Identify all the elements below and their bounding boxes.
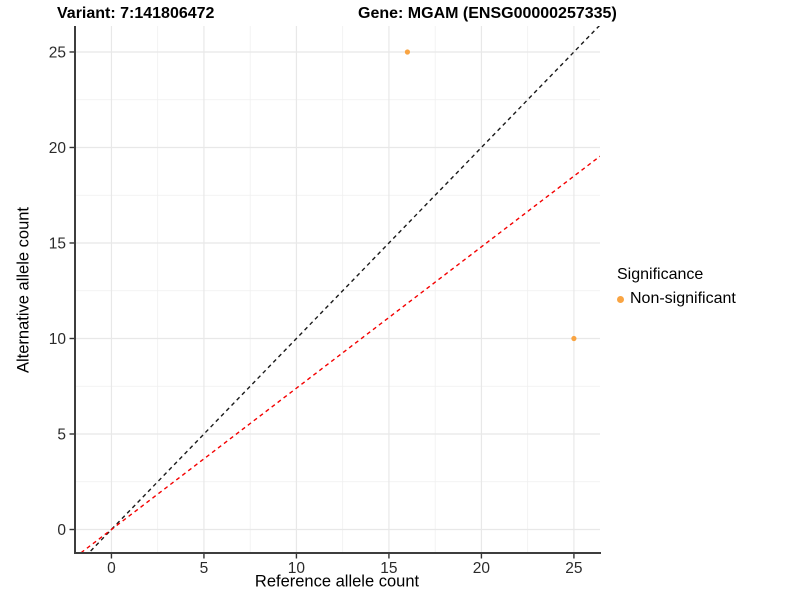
identity-line [87,26,600,553]
y-axis-title: Alternative allele count [14,206,33,374]
y-tick-label: 10 [49,331,67,348]
x-tick-label: 25 [565,560,582,577]
panel-background [75,26,600,553]
legend-point-icon [617,295,624,303]
x-tick-label: 0 [107,560,116,577]
x-tick-label: 5 [200,560,209,577]
x-tick-label: 10 [288,560,306,577]
y-tick-label: 15 [49,235,66,252]
x-axis-title: Reference allele count [254,572,420,591]
y-tick-label: 20 [49,140,67,157]
legend-item-non-significant: Non-significant [617,290,736,308]
y-tick-label: 5 [57,427,66,444]
plot-title-variant: Variant: 7:141806472 [57,5,215,22]
y-tick-label: 0 [57,522,66,539]
x-tick-label: 15 [380,560,397,577]
data-point [571,335,577,342]
y-tick-label: 25 [49,44,66,61]
legend-item-label: Non-significant [630,290,736,307]
x-tick-label: 20 [473,560,491,577]
fitted-allelic-ratio-line [79,155,600,553]
plot-title-gene: Gene: MGAM (ENSG00000257335) [358,5,617,22]
data-point [404,49,411,55]
legend: Significance Non-significant [617,266,736,308]
legend-title: Significance [617,266,704,283]
